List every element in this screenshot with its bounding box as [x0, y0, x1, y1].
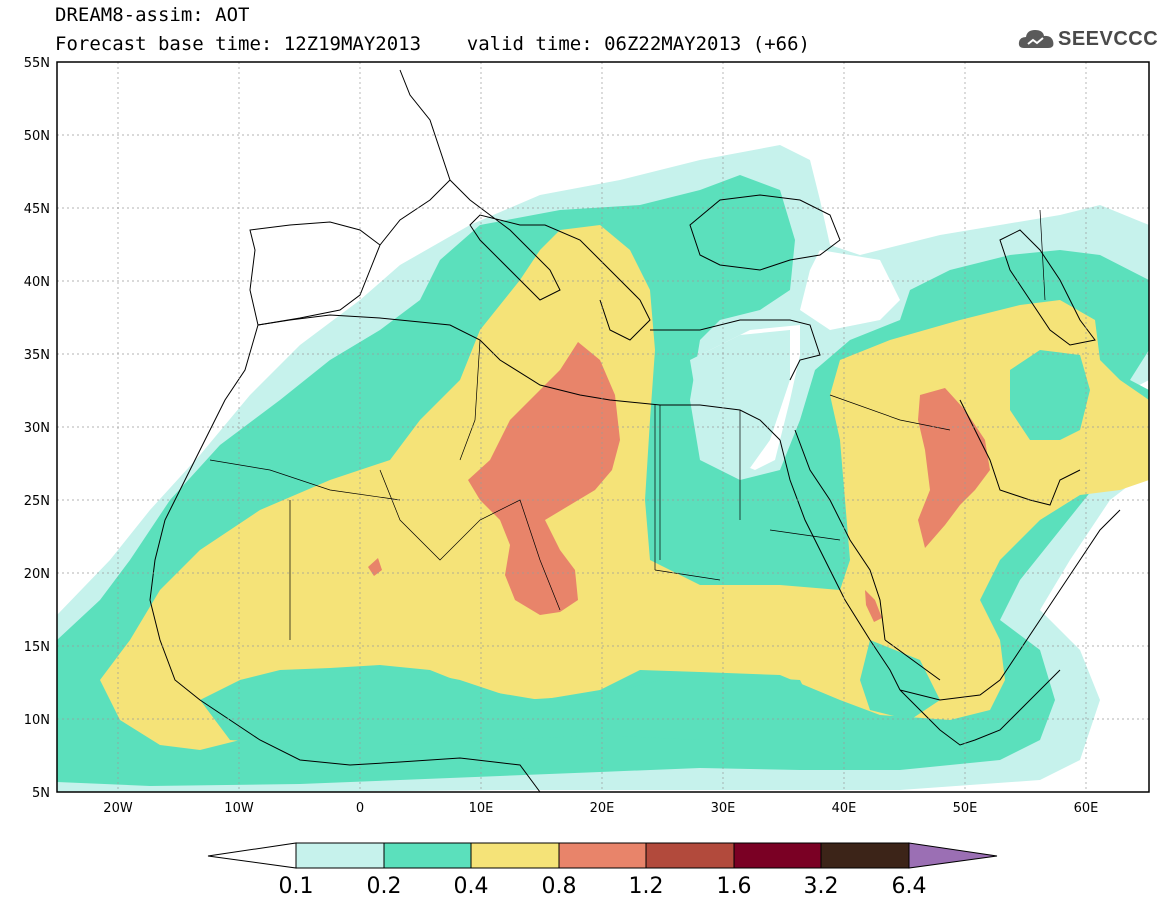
- colorbar-over-arrow: [908, 842, 998, 869]
- lon-label: 0: [356, 801, 364, 816]
- lat-label: 15N: [24, 640, 50, 655]
- colorbar-label: 0.1: [279, 874, 314, 899]
- aot-gap-africa-south: [200, 668, 820, 745]
- colorbar-bin: [820, 842, 910, 869]
- aot-gap-east-med-2: [690, 330, 790, 468]
- lon-label: 20W: [103, 801, 133, 816]
- logo-text: SEEVCCC: [1058, 28, 1159, 50]
- colorbar-labels: 0.1 0.2 0.4 0.8 1.2 1.6 3.2 6.4: [279, 874, 927, 899]
- cloud-logo-icon: [1018, 30, 1054, 48]
- coast-red-sea: [779, 429, 901, 691]
- aot-region-0.8-libya: [468, 342, 620, 615]
- coast-caspian: [999, 229, 1096, 346]
- colorbar-label: 0.2: [367, 874, 402, 899]
- lon-label: 50E: [953, 801, 978, 816]
- aot-gap-arabia-south: [860, 640, 940, 720]
- aot-gap-turkey: [800, 250, 900, 330]
- lon-label: 20E: [590, 801, 615, 816]
- coast-somalia: [899, 669, 1061, 746]
- colorbar-bin: [470, 842, 560, 869]
- map-title: DREAM8-assim: AOT: [55, 4, 250, 26]
- aot-region-0.4: [100, 225, 1149, 750]
- latitude-labels: 55N 50N 45N 40N 35N 30N 25N 20N 15N 10N …: [24, 56, 50, 801]
- lon-label: 10W: [224, 801, 254, 816]
- colorbar-under-arrow: [207, 842, 297, 869]
- colorbar-bin: [733, 842, 822, 869]
- coast-gulf: [959, 399, 1081, 506]
- aot-region-0.8-iraq: [918, 388, 990, 548]
- coast-turkey: [650, 319, 821, 381]
- coast-arabia: [884, 509, 1121, 701]
- aot-region-0.8-mali: [368, 558, 382, 576]
- aot-contour-layer: [57, 145, 1149, 792]
- colorbar-label: 1.6: [717, 874, 752, 899]
- border-lines: [209, 209, 1046, 640]
- colorbar-bin: [295, 842, 385, 869]
- longitude-labels: 20W 10W 0 10E 20E 30E 40E 50E 60E: [103, 801, 1098, 816]
- aot-gap-gulf: [1010, 350, 1090, 440]
- colorbar: 0.1 0.2 0.4 0.8 1.2 1.6 3.2 6.4: [207, 842, 998, 899]
- lat-label: 10N: [24, 713, 50, 728]
- lat-label: 50N: [24, 129, 50, 144]
- lat-label: 35N: [24, 348, 50, 363]
- colorbar-bin: [383, 842, 472, 869]
- coast-west-africa: [149, 324, 541, 792]
- forecast-time-line: Forecast base time: 12Z19MAY2013 valid t…: [55, 33, 810, 55]
- coast-iberia: [249, 221, 381, 326]
- lon-label: 40E: [832, 801, 857, 816]
- colorbar-bin: [645, 842, 735, 869]
- lat-label: 55N: [24, 56, 50, 71]
- lat-label: 20N: [24, 567, 50, 582]
- colorbar-bin: [558, 842, 647, 869]
- colorbar-label: 0.4: [454, 874, 489, 899]
- lat-label: 5N: [32, 786, 50, 801]
- colorbar-label: 3.2: [804, 874, 839, 899]
- coastline-layer: [149, 69, 1121, 792]
- aot-region-0.8-redsea: [865, 590, 882, 622]
- coast-north-africa: [257, 314, 781, 441]
- lat-label: 30N: [24, 421, 50, 436]
- lat-label: 45N: [24, 202, 50, 217]
- coast-black-sea: [689, 194, 841, 271]
- seevccc-logo: SEEVCCC: [1018, 24, 1158, 56]
- colorbar-label: 6.4: [892, 874, 927, 899]
- lon-label: 30E: [711, 801, 736, 816]
- map-frame: [56, 61, 1150, 793]
- coast-europe: [379, 69, 651, 341]
- lat-label: 25N: [24, 494, 50, 509]
- colorbar-label: 1.2: [629, 874, 664, 899]
- graticule: [57, 62, 1149, 792]
- lon-label: 10E: [469, 801, 494, 816]
- lat-label: 40N: [24, 275, 50, 290]
- colorbar-label: 0.8: [542, 874, 577, 899]
- lon-label: 60E: [1074, 801, 1099, 816]
